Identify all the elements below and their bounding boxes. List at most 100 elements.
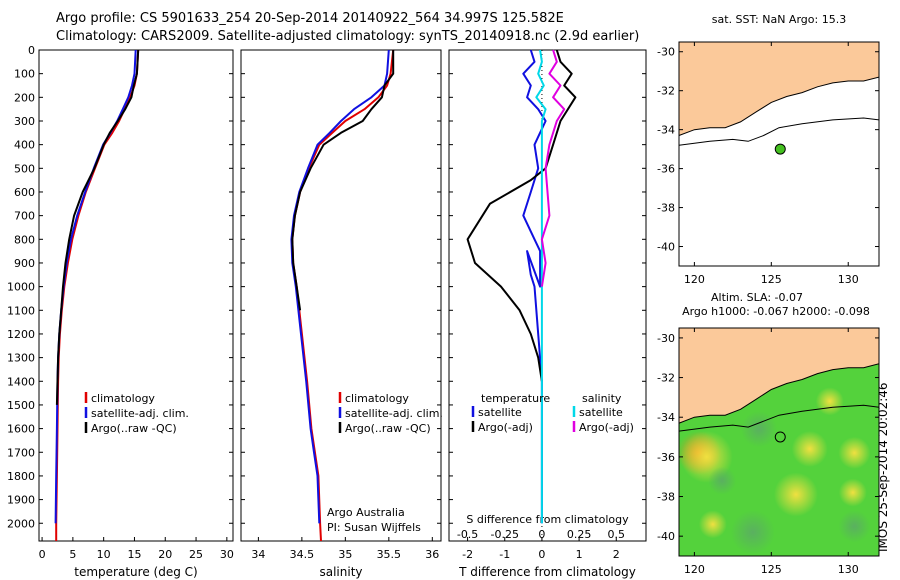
sla-map-lat-tick-label: -38 — [657, 491, 675, 504]
sla-heatmap-blob — [741, 411, 777, 448]
sla-map-lon-tick-label: 120 — [684, 563, 705, 576]
sla-map-lat-tick-label: -34 — [657, 411, 675, 424]
sst-map-lon-tick-label: 120 — [684, 273, 705, 286]
salinity-line-climatology — [291, 49, 395, 542]
salinity-legend-1-label: satellite-adj. clim. — [345, 407, 443, 420]
salinity-line-argo — [291, 50, 395, 311]
sst-map-lon-tick-label: 130 — [838, 273, 859, 286]
temperature-tick-label: 15 — [127, 548, 141, 561]
temperature-tick-label: 10 — [97, 548, 111, 561]
depth-tick-label: 500 — [14, 162, 35, 175]
depth-tick-label: 1100 — [7, 304, 35, 317]
sla-map-lon-tick-label: 125 — [761, 563, 782, 576]
difference-legend-3-label: Argo(-adj) — [579, 421, 634, 434]
legend-title-temperature: temperature — [481, 392, 550, 405]
temperature-tick-label: 5 — [69, 548, 76, 561]
salinity-tick-label: 35 — [338, 548, 352, 561]
sla-heatmap-blob — [773, 472, 818, 517]
temperature-line-argo — [55, 49, 140, 405]
salinity-difference-tick-label: 0.5 — [608, 528, 626, 541]
salinity-difference-tick-label: 0.25 — [567, 528, 592, 541]
salinity-tick-label: 36 — [425, 548, 439, 561]
temperature-line-climatology — [55, 49, 140, 541]
salinity-difference-tick-label: -0.25 — [491, 528, 519, 541]
difference-tick-label: -2 — [462, 548, 473, 561]
sla-heatmap-blob — [815, 387, 844, 416]
difference-tick-label: 2 — [613, 548, 620, 561]
depth-tick-label: 900 — [14, 257, 35, 270]
sst-map-title: sat. SST: NaN Argo: 15.3 — [712, 13, 846, 26]
sst-map-lat-tick-label: -36 — [657, 163, 675, 176]
sla-heatmap-blob — [791, 430, 828, 467]
sst-map-frame — [678, 41, 880, 267]
sst-map-lat-tick-label: -40 — [657, 241, 675, 254]
salinity-tick-label: 34.5 — [290, 548, 315, 561]
sla-map-float-marker — [774, 431, 786, 443]
difference-line-sal_satellite — [535, 49, 547, 524]
salinity-legend-0-label: climatology — [345, 392, 409, 405]
depth-tick-label: 200 — [14, 91, 35, 104]
depth-tick-label: 300 — [14, 115, 35, 128]
temperature-legend-1-label: satellite-adj. clim. — [91, 407, 189, 420]
sst-map-float-marker — [774, 143, 786, 155]
sla-map-title: Altim. SLA: -0.07 — [711, 291, 803, 304]
salinity-panel — [240, 49, 442, 542]
depth-tick-label: 1200 — [7, 328, 35, 341]
temperature-tick-label: 25 — [189, 548, 203, 561]
difference-line-argo — [466, 49, 577, 382]
difference-line-satellite — [522, 49, 547, 524]
depth-tick-label: 100 — [14, 68, 35, 81]
sst-map-lat-tick-label: -32 — [657, 85, 675, 98]
salinity-difference-tick-label: -0.5 — [457, 528, 478, 541]
sst-map-lat-tick-label: -34 — [657, 124, 675, 137]
sla-map-subtitle: Argo h1000: -0.067 h2000: -0.098 — [682, 305, 870, 318]
sst-map-lat-tick-label: -38 — [657, 202, 675, 215]
depth-tick-label: 0 — [28, 44, 35, 57]
depth-tick-label: 1700 — [7, 446, 35, 459]
difference-line-sal_argo — [540, 49, 566, 287]
salinity-tick-label: 35.5 — [377, 548, 402, 561]
difference-panel — [448, 49, 647, 542]
figure-title-line1: Argo profile: CS 5901633_254 20-Sep-2014… — [56, 11, 564, 26]
temperature-tick-label: 20 — [158, 548, 172, 561]
annotation-argo-australia: Argo Australia — [327, 506, 405, 519]
sla-map-lat-tick-label: -32 — [657, 372, 675, 385]
depth-tick-label: 1400 — [7, 375, 35, 388]
legend-title-salinity: salinity — [582, 392, 622, 405]
difference-axis-label: T difference from climatology — [458, 565, 636, 579]
sla-heatmap-blob — [838, 478, 867, 507]
sla-heatmap-blob — [698, 510, 727, 539]
salinity-axis-label: salinity — [319, 565, 362, 579]
depth-tick-label: 1600 — [7, 423, 35, 436]
sst-map-land — [678, 41, 880, 137]
temperature-legend-0-label: climatology — [91, 392, 155, 405]
sla-map-lat-tick-label: -36 — [657, 451, 675, 464]
depth-tick-label: 2000 — [7, 517, 35, 530]
depth-tick-label: 400 — [14, 139, 35, 152]
depth-tick-label: 1500 — [7, 399, 35, 412]
temperature-tick-label: 0 — [39, 548, 46, 561]
depth-tick-label: 1800 — [7, 470, 35, 483]
difference-legend-1-label: Argo(-adj) — [478, 421, 533, 434]
depth-tick-label: 1000 — [7, 281, 35, 294]
sst-map-lon-tick-label: 125 — [761, 273, 782, 286]
salinity-tick-label: 34 — [251, 548, 265, 561]
temperature-legend-2-label: Argo(..raw -QC) — [91, 422, 177, 435]
difference-legend-2-label: satellite — [579, 406, 623, 419]
depth-tick-label: 600 — [14, 186, 35, 199]
sla-heatmap-blob — [708, 466, 737, 495]
sst-map-lat-tick-label: -30 — [657, 46, 675, 59]
sla-heatmap-blob — [838, 436, 871, 469]
temperature-axis-label: temperature (deg C) — [74, 565, 197, 579]
sla-heatmap-blob — [838, 510, 871, 543]
difference-tick-label: -1 — [499, 548, 510, 561]
depth-tick-label: 1900 — [7, 494, 35, 507]
sla-map-lat-tick-label: -30 — [657, 332, 675, 345]
difference-tick-label: 0 — [538, 548, 545, 561]
sla-map-land — [679, 328, 879, 424]
difference-tick-label: 1 — [576, 548, 583, 561]
difference-legend-0-label: satellite — [478, 406, 522, 419]
depth-tick-label: 700 — [14, 210, 35, 223]
sla-map-frame — [678, 327, 880, 557]
figure-title-line2: Climatology: CARS2009. Satellite-adjuste… — [56, 29, 640, 44]
